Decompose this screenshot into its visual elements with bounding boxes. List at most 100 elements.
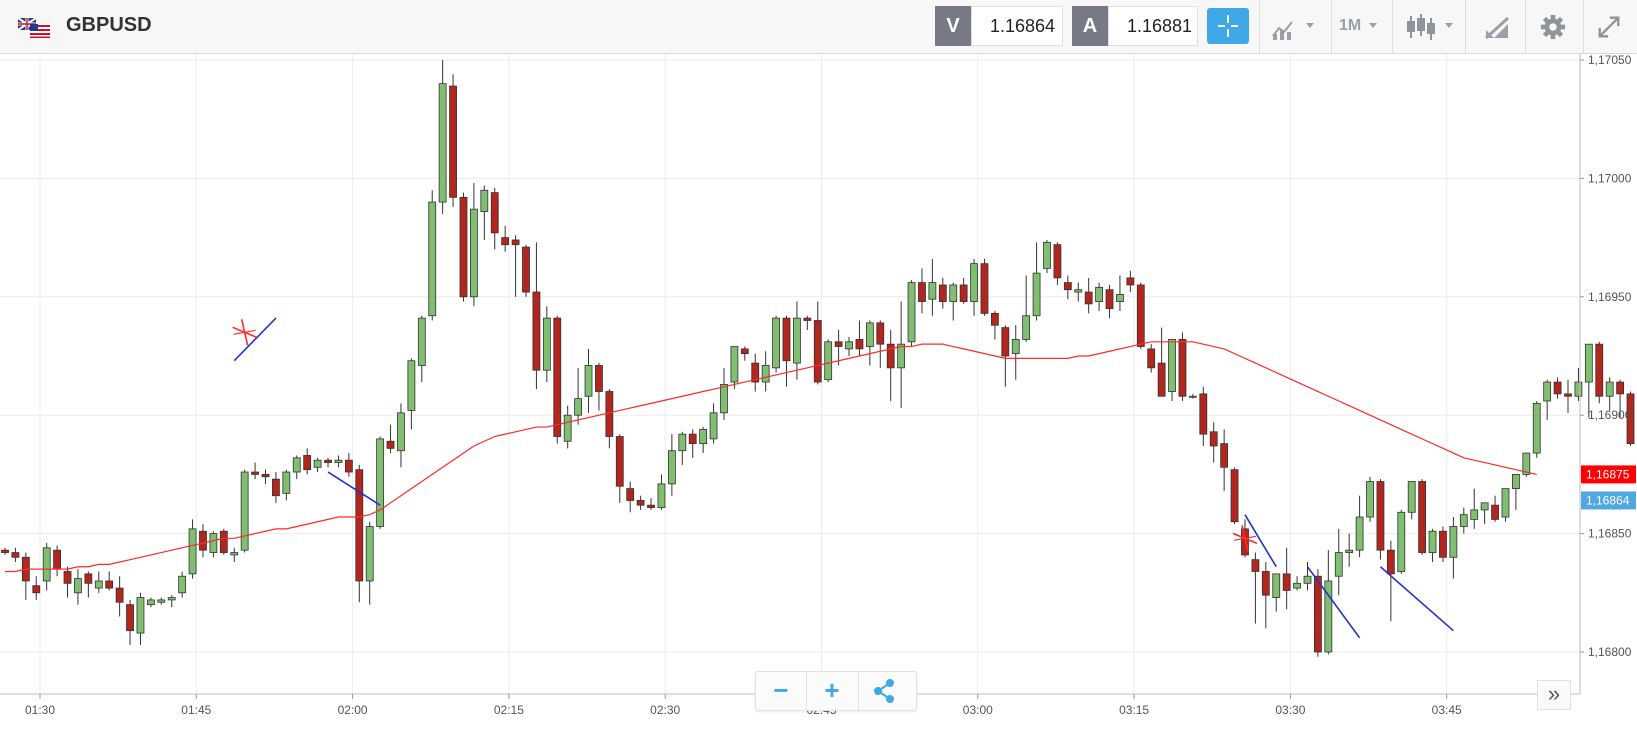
bullish-candle — [720, 384, 728, 414]
zoom-controls: − + — [755, 671, 917, 711]
bearish-candle — [688, 433, 697, 445]
buy-price-box[interactable] — [1108, 6, 1198, 46]
bullish-candle — [188, 528, 197, 575]
bearish-candle — [490, 192, 499, 234]
grid-lines — [0, 54, 1580, 694]
bearish-candle — [1314, 575, 1322, 653]
x-tick-label: 03:00 — [963, 703, 993, 717]
sell-price: 1.16864 — [990, 16, 1056, 36]
toolbar-divider — [1392, 0, 1393, 54]
candles — [1, 60, 1635, 657]
chart-toolbar: GBPUSD V 1.16864 A 1.16881 1M — [0, 0, 1637, 54]
bullish-candle — [865, 322, 874, 347]
bearish-candle — [84, 573, 93, 584]
share-button[interactable] — [859, 672, 909, 710]
cross-mark-stroke — [233, 329, 256, 335]
bullish-candle — [1501, 488, 1510, 518]
bearish-candle — [199, 530, 207, 551]
x-tick-label: 03:30 — [1275, 703, 1305, 717]
bullish-candle — [469, 208, 478, 298]
bearish-candle — [53, 549, 61, 570]
bullish-candle — [1470, 509, 1479, 520]
bullish-candle — [1324, 580, 1333, 653]
bearish-candle — [1126, 277, 1135, 286]
price-chart[interactable]: 1,17050 1,17000 1,16950 1,16900 1,16850 1,168… — [0, 54, 1637, 729]
instrument-symbol[interactable]: GBPUSD — [66, 14, 152, 36]
drawing-tools-icon[interactable] — [1482, 14, 1512, 40]
bullish-candle — [657, 483, 666, 508]
bearish-candle — [1178, 339, 1187, 397]
bearish-candle — [782, 317, 791, 362]
cross-mark-stroke — [1233, 535, 1257, 541]
bullish-candle — [1032, 272, 1041, 317]
bullish-candle — [157, 599, 166, 603]
bullish-candle — [282, 471, 291, 494]
bearish-candle — [1230, 469, 1239, 523]
sell-price-box[interactable] — [971, 6, 1063, 46]
bearish-candle — [1147, 348, 1156, 369]
bullish-candle — [542, 317, 551, 371]
bullish-candle — [1397, 511, 1406, 572]
bearish-candle — [813, 320, 822, 383]
bearish-candle — [449, 85, 457, 198]
bearish-candle — [303, 455, 312, 471]
sell-label[interactable]: V — [935, 6, 971, 46]
cross-mark-annotation — [1232, 525, 1258, 552]
bearish-candle — [32, 585, 41, 594]
bullish-candle — [1043, 241, 1051, 269]
fullscreen-icon[interactable] — [1595, 14, 1623, 40]
x-tick-label: 01:30 — [25, 703, 55, 717]
bullish-candle — [1449, 526, 1458, 558]
candlestick-icon[interactable] — [1405, 14, 1459, 40]
bullish-candle — [970, 263, 978, 302]
bearish-candle — [1376, 481, 1385, 551]
bullish-candle — [1584, 343, 1593, 383]
bearish-candle — [105, 580, 114, 589]
buy-label[interactable]: A — [1072, 6, 1108, 46]
chart-style-icon[interactable] — [1270, 14, 1322, 40]
bearish-candle — [1616, 381, 1624, 395]
bullish-candle — [897, 343, 906, 369]
bullish-candle — [761, 365, 770, 383]
bearish-candle — [980, 263, 989, 314]
bearish-candle — [1626, 393, 1635, 445]
settings-gear-icon[interactable] — [1539, 14, 1567, 40]
y-tick-label: 1,16800 — [1588, 645, 1632, 659]
bearish-candle — [740, 348, 749, 355]
crosshair-button[interactable] — [1207, 8, 1249, 44]
bullish-candle — [240, 471, 249, 551]
scroll-right-button[interactable]: » — [1537, 680, 1571, 710]
bullish-candle — [1459, 514, 1468, 527]
bullish-candle — [292, 457, 301, 473]
bearish-candle — [251, 471, 259, 475]
cross-mark-annotation — [232, 319, 257, 346]
bearish-candle — [1261, 571, 1270, 596]
uk-us-flag-icon — [18, 18, 50, 38]
bullish-candle — [407, 360, 416, 411]
bearish-candle — [501, 237, 510, 246]
bid-price-label: 1,16864 — [1586, 493, 1630, 507]
bearish-candle — [1199, 393, 1208, 435]
bullish-candle — [928, 282, 937, 300]
bearish-candle — [1157, 362, 1166, 397]
last-price-box — [1581, 465, 1636, 484]
bullish-candle — [845, 341, 853, 350]
bearish-candle — [626, 488, 635, 501]
timeframe-dropdown[interactable]: 1M — [1339, 17, 1362, 34]
bearish-candle — [1105, 289, 1114, 310]
bearish-candle — [553, 317, 562, 437]
y-tick-label: 1,16950 — [1588, 290, 1632, 304]
zoom-out-button[interactable]: − — [773, 675, 789, 705]
bearish-candle — [63, 571, 72, 584]
bullish-candle — [574, 398, 582, 416]
bearish-candle — [386, 440, 395, 449]
candlestick-chart[interactable]: 1,17050 1,17000 1,16950 1,16900 1,16850 1,168… — [0, 54, 1637, 729]
bearish-candle — [11, 552, 20, 558]
x-tick-label: 02:15 — [494, 703, 524, 717]
toolbar-divider — [1259, 0, 1260, 54]
buy-price: 1.16881 — [1127, 16, 1193, 36]
trend-line-annotation — [1379, 566, 1454, 632]
bearish-candle — [126, 604, 134, 632]
bearish-candle — [1053, 244, 1062, 279]
zoom-in-button[interactable]: + — [824, 675, 840, 705]
